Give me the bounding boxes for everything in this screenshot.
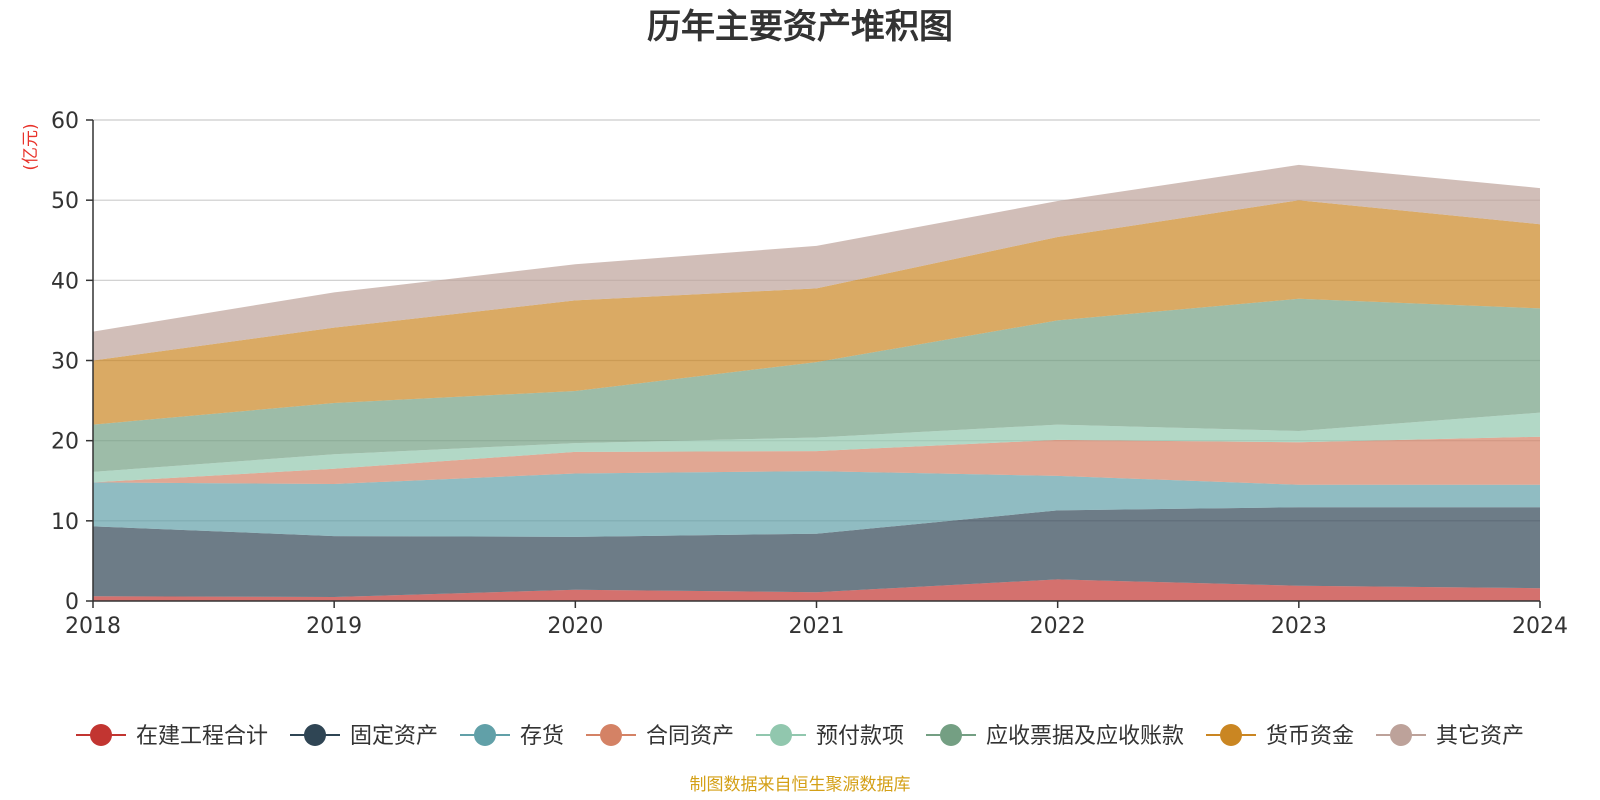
legend-marker-4 bbox=[770, 724, 792, 746]
legend-item-1[interactable]: 固定资产 bbox=[290, 724, 438, 749]
legend-marker-1 bbox=[304, 724, 326, 746]
data-source-note: 制图数据来自恒生聚源数据库 bbox=[690, 775, 911, 795]
legend-label-5: 应收票据及应收账款 bbox=[986, 724, 1184, 749]
legend-marker-7 bbox=[1390, 724, 1412, 746]
legend-label-2: 存货 bbox=[520, 724, 564, 749]
legend-label-1: 固定资产 bbox=[350, 724, 438, 749]
x-tick-label-1: 2019 bbox=[306, 614, 362, 639]
y-tick-label-4: 40 bbox=[51, 269, 79, 294]
legend-marker-5 bbox=[940, 724, 962, 746]
area-series-4 bbox=[93, 412, 1540, 483]
legend-item-7[interactable]: 其它资产 bbox=[1376, 724, 1524, 749]
legend-item-6[interactable]: 货币资金 bbox=[1206, 724, 1354, 749]
area-series-3 bbox=[93, 436, 1540, 485]
area-series bbox=[93, 164, 1540, 601]
y-tick-label-1: 10 bbox=[51, 510, 79, 535]
area-series-7 bbox=[93, 164, 1540, 361]
area-series-1 bbox=[93, 507, 1540, 597]
legend-item-3[interactable]: 合同资产 bbox=[586, 724, 734, 749]
legend-marker-6 bbox=[1220, 724, 1242, 746]
x-tick-label-0: 2018 bbox=[65, 614, 121, 639]
x-tick-label-5: 2023 bbox=[1271, 614, 1327, 639]
area-series-2 bbox=[93, 471, 1540, 537]
legend-label-3: 合同资产 bbox=[646, 724, 734, 749]
x-tick-label-4: 2022 bbox=[1030, 614, 1086, 639]
area-series-6 bbox=[93, 200, 1540, 425]
y-tick-label-2: 20 bbox=[51, 430, 79, 455]
y-tick-label-0: 0 bbox=[65, 590, 79, 615]
legend-marker-0 bbox=[90, 724, 112, 746]
y-tick-label-3: 30 bbox=[51, 350, 79, 375]
legend-marker-2 bbox=[474, 724, 496, 746]
axes: 0 10 20 30 40 50 60 2018 2019 2020 2021 2022 2023 202… bbox=[51, 109, 1568, 639]
x-tick-label-3: 2021 bbox=[789, 614, 845, 639]
area-series-0 bbox=[93, 579, 1540, 601]
area-series-5 bbox=[93, 298, 1540, 472]
legend-item-2[interactable]: 存货 bbox=[460, 724, 564, 749]
legend-item-4[interactable]: 预付款项 bbox=[756, 724, 904, 749]
y-tick-label-6: 60 bbox=[51, 109, 79, 134]
legend-label-4: 预付款项 bbox=[816, 724, 904, 749]
legend-label-6: 货币资金 bbox=[1266, 724, 1354, 749]
x-tick-label-2: 2020 bbox=[547, 614, 603, 639]
legend-marker-3 bbox=[600, 724, 622, 746]
chart-title: 历年主要资产堆积图 bbox=[647, 7, 953, 47]
y-tick-label-5: 50 bbox=[51, 189, 79, 214]
x-tick-label-6: 2024 bbox=[1512, 614, 1568, 639]
legend-item-0[interactable]: 在建工程合计 bbox=[76, 724, 268, 749]
legend-item-5[interactable]: 应收票据及应收账款 bbox=[926, 724, 1184, 749]
y-axis-unit-label: (亿元) bbox=[21, 123, 41, 170]
legend-label-7: 其它资产 bbox=[1436, 724, 1524, 749]
legend-label-0: 在建工程合计 bbox=[136, 724, 268, 749]
legend: 在建工程合计 固定资产 存货 合同资产 预付款项 应收票据及应收账款 货币资金 其它资产 bbox=[76, 724, 1524, 749]
